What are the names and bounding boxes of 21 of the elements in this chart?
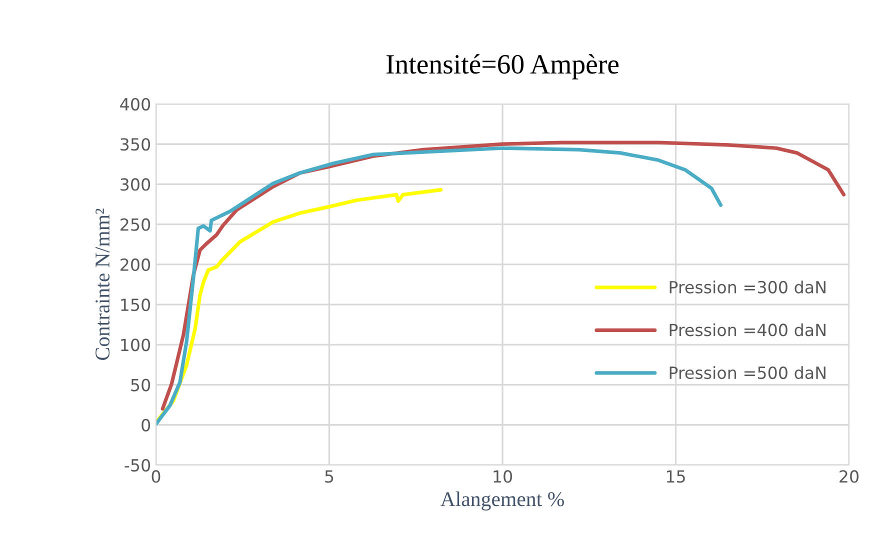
legend-label: Pression =300 daN [670,280,826,294]
y-tick-label: 200 [120,258,150,272]
chart-title: Intensité=60 Ampère [386,54,619,80]
y-tick-label: 350 [120,138,150,151]
y-tick-label: 50 [131,378,150,392]
legend-label: Pression =400 daN [670,323,826,336]
x-tick-label: 10 [494,470,512,483]
y-tick-label: 100 [121,338,150,352]
y-tick-label: 0 [142,418,150,432]
y-tick-label: 400 [120,98,150,111]
y-axis-title: Contrainte N/mm² [96,208,110,360]
y-tick-label: 250 [120,218,150,231]
x-tick-label: 20 [840,470,858,483]
y-tick-label: 300 [120,178,150,191]
x-axis-title: Alangement % [440,492,564,510]
y-tick-label: 150 [121,298,150,312]
x-tick-label: 5 [325,470,334,483]
legend-label: Pression =500 daN [670,366,826,380]
x-tick-label: 15 [666,470,685,483]
y-tick-label: -50 [124,458,150,472]
x-tick-label: 0 [152,470,160,483]
